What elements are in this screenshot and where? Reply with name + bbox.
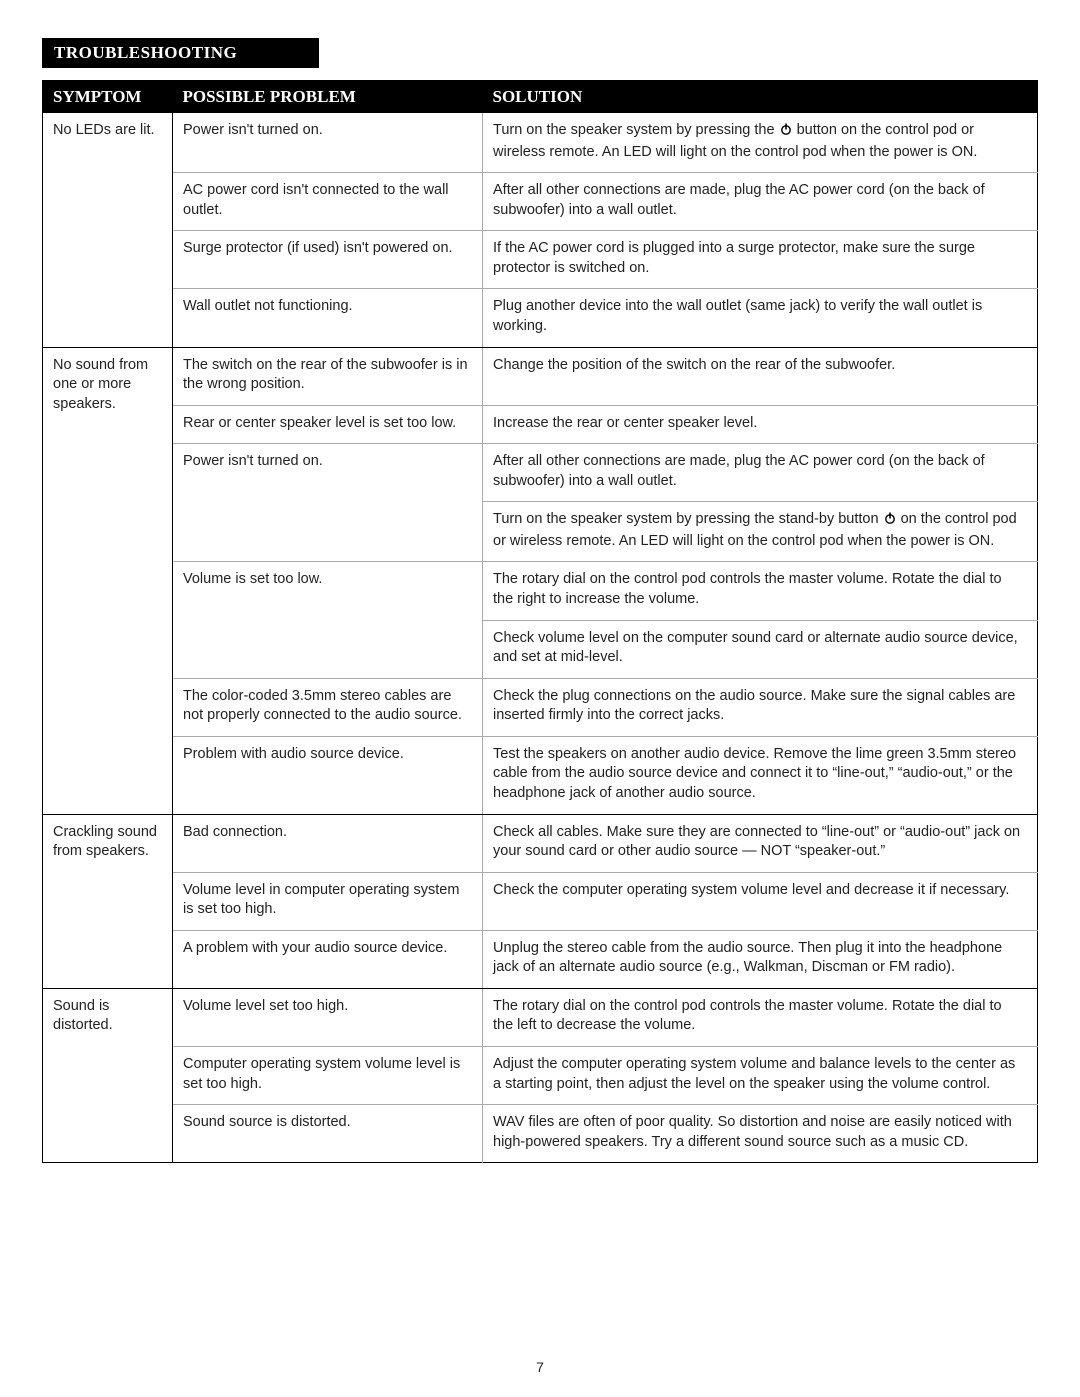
cell-solution: Check volume level on the computer sound… bbox=[483, 620, 1038, 678]
cell-solution: Check all cables. Make sure they are con… bbox=[483, 814, 1038, 872]
col-header-problem: POSSIBLE PROBLEM bbox=[173, 81, 483, 114]
cell-problem: The switch on the rear of the subwoofer … bbox=[173, 347, 483, 405]
cell-problem: Problem with audio source device. bbox=[173, 736, 483, 814]
cell-problem: Wall outlet not functioning. bbox=[173, 289, 483, 347]
table-row: No sound from one or more speakers. The … bbox=[43, 347, 1038, 405]
cell-solution: Turn on the speaker system by pressing t… bbox=[483, 502, 1038, 562]
cell-solution: Check the computer operating system volu… bbox=[483, 872, 1038, 930]
cell-solution: After all other connections are made, pl… bbox=[483, 173, 1038, 231]
cell-solution: If the AC power cord is plugged into a s… bbox=[483, 231, 1038, 289]
cell-problem: Sound source is distorted. bbox=[173, 1105, 483, 1163]
table-row: Volume level in computer operating syste… bbox=[43, 872, 1038, 930]
table-row: Volume is set too low. The rotary dial o… bbox=[43, 562, 1038, 620]
cell-problem: Volume level set too high. bbox=[173, 988, 483, 1046]
cell-solution: After all other connections are made, pl… bbox=[483, 444, 1038, 502]
text: Turn on the speaker system by pressing t… bbox=[493, 511, 883, 527]
cell-solution: The rotary dial on the control pod contr… bbox=[483, 988, 1038, 1046]
table-row: Rear or center speaker level is set too … bbox=[43, 405, 1038, 444]
cell-solution: Adjust the computer operating system vol… bbox=[483, 1047, 1038, 1105]
cell-solution: WAV files are often of poor quality. So … bbox=[483, 1105, 1038, 1163]
cell-problem: A problem with your audio source device. bbox=[173, 930, 483, 988]
table-row: Sound source is distorted. WAV files are… bbox=[43, 1105, 1038, 1163]
cell-problem: Bad connection. bbox=[173, 814, 483, 872]
troubleshooting-table: SYMPTOM POSSIBLE PROBLEM SOLUTION No LED… bbox=[42, 80, 1038, 1163]
cell-problem: The color-coded 3.5mm stereo cables are … bbox=[173, 678, 483, 736]
cell-solution: The rotary dial on the control pod contr… bbox=[483, 562, 1038, 620]
cell-problem: Volume is set too low. bbox=[173, 562, 483, 678]
text: Turn on the speaker system by pressing t… bbox=[493, 122, 779, 138]
cell-problem: Volume level in computer operating syste… bbox=[173, 872, 483, 930]
cell-solution: Turn on the speaker system by pressing t… bbox=[483, 113, 1038, 173]
table-row: No LEDs are lit. Power isn't turned on. … bbox=[43, 113, 1038, 173]
table-row: A problem with your audio source device.… bbox=[43, 930, 1038, 988]
page-number: 7 bbox=[0, 1359, 1080, 1375]
power-icon bbox=[883, 511, 897, 532]
col-header-solution: SOLUTION bbox=[483, 81, 1038, 114]
cell-problem: AC power cord isn't connected to the wal… bbox=[173, 173, 483, 231]
section-header: TROUBLESHOOTING bbox=[42, 38, 319, 68]
col-header-symptom: SYMPTOM bbox=[43, 81, 173, 114]
table-row: Power isn't turned on. After all other c… bbox=[43, 444, 1038, 502]
table-header-row: SYMPTOM POSSIBLE PROBLEM SOLUTION bbox=[43, 81, 1038, 114]
table-row: Problem with audio source device. Test t… bbox=[43, 736, 1038, 814]
cell-symptom: No LEDs are lit. bbox=[43, 113, 173, 347]
cell-symptom: Crackling sound from speakers. bbox=[43, 814, 173, 988]
cell-solution: Plug another device into the wall outlet… bbox=[483, 289, 1038, 347]
table-row: Wall outlet not functioning. Plug anothe… bbox=[43, 289, 1038, 347]
cell-solution: Check the plug connections on the audio … bbox=[483, 678, 1038, 736]
table-row: Computer operating system volume level i… bbox=[43, 1047, 1038, 1105]
cell-problem: Computer operating system volume level i… bbox=[173, 1047, 483, 1105]
cell-problem: Power isn't turned on. bbox=[173, 444, 483, 562]
cell-solution: Test the speakers on another audio devic… bbox=[483, 736, 1038, 814]
cell-solution: Increase the rear or center speaker leve… bbox=[483, 405, 1038, 444]
page: TROUBLESHOOTING SYMPTOM POSSIBLE PROBLEM… bbox=[0, 0, 1080, 1397]
power-icon bbox=[779, 122, 793, 143]
cell-problem: Surge protector (if used) isn't powered … bbox=[173, 231, 483, 289]
cell-symptom: No sound from one or more speakers. bbox=[43, 347, 173, 814]
table-row: Surge protector (if used) isn't powered … bbox=[43, 231, 1038, 289]
cell-solution: Change the position of the switch on the… bbox=[483, 347, 1038, 405]
table-row: Crackling sound from speakers. Bad conne… bbox=[43, 814, 1038, 872]
cell-problem: Rear or center speaker level is set too … bbox=[173, 405, 483, 444]
cell-solution: Unplug the stereo cable from the audio s… bbox=[483, 930, 1038, 988]
cell-symptom: Sound is distorted. bbox=[43, 988, 173, 1162]
table-row: The color-coded 3.5mm stereo cables are … bbox=[43, 678, 1038, 736]
table-row: AC power cord isn't connected to the wal… bbox=[43, 173, 1038, 231]
cell-problem: Power isn't turned on. bbox=[173, 113, 483, 173]
table-row: Sound is distorted. Volume level set too… bbox=[43, 988, 1038, 1046]
